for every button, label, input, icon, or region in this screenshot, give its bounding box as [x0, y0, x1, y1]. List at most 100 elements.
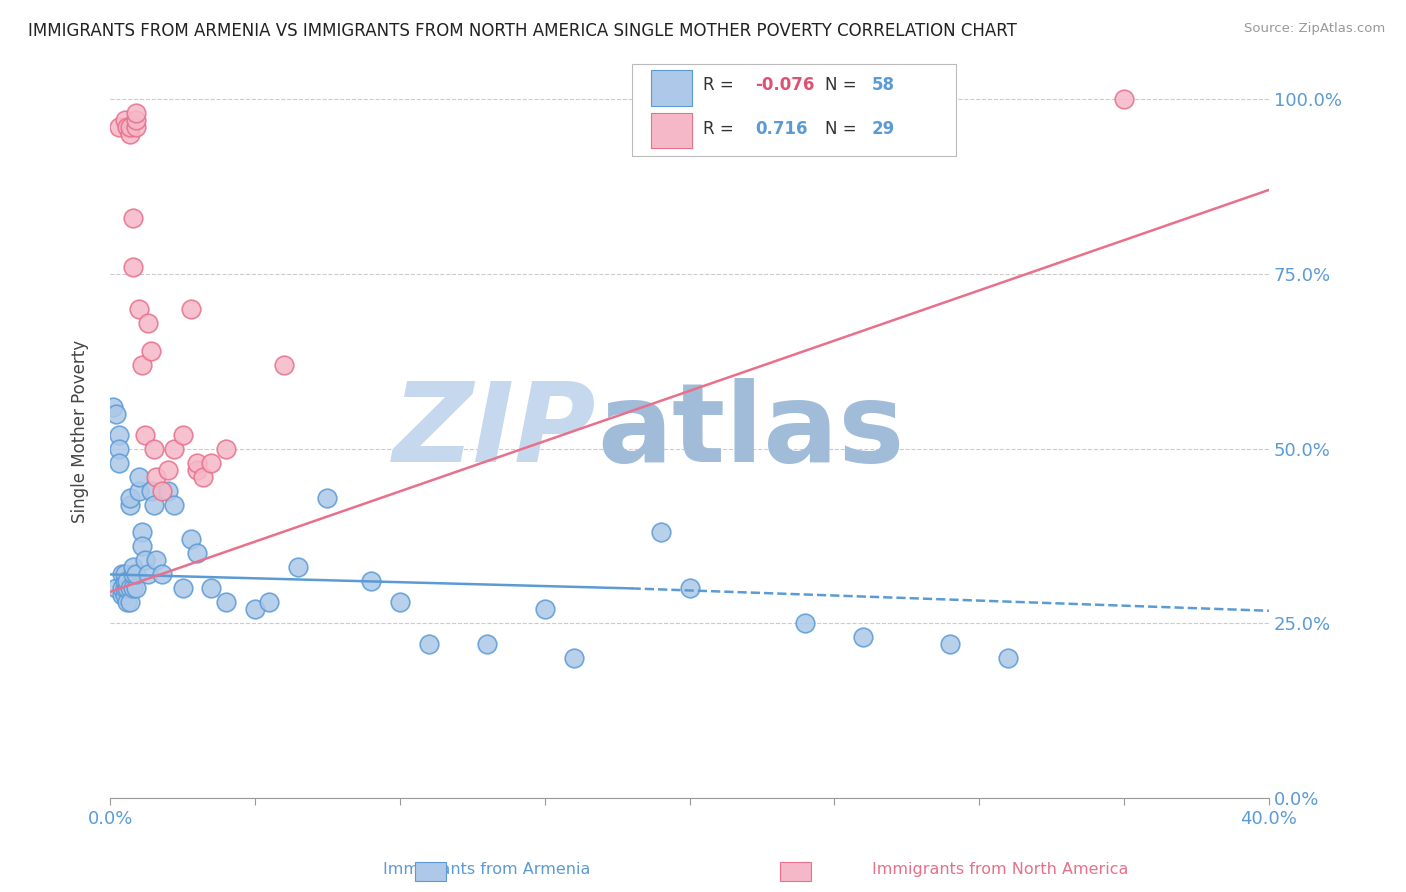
- Point: [180, 301, 202, 316]
- Text: N =: N =: [825, 77, 862, 95]
- Point: [678, 582, 700, 596]
- Point: [122, 560, 145, 574]
- Text: Immigrants from Armenia: Immigrants from Armenia: [384, 863, 591, 877]
- Point: [650, 525, 672, 540]
- Point: [156, 462, 179, 476]
- Point: [150, 567, 173, 582]
- Point: [111, 588, 134, 602]
- FancyBboxPatch shape: [651, 70, 692, 106]
- Point: [200, 456, 222, 470]
- Point: [104, 582, 127, 596]
- FancyBboxPatch shape: [631, 64, 956, 156]
- Point: [111, 567, 134, 582]
- Point: [111, 582, 134, 596]
- Text: R =: R =: [703, 120, 740, 137]
- Point: [128, 469, 150, 483]
- Point: [131, 358, 153, 372]
- Point: [114, 574, 136, 589]
- Point: [191, 469, 214, 483]
- Point: [125, 113, 148, 128]
- Point: [215, 442, 238, 456]
- Point: [273, 358, 295, 372]
- FancyBboxPatch shape: [651, 112, 692, 148]
- Text: R =: R =: [703, 77, 740, 95]
- Point: [125, 106, 148, 120]
- Point: [145, 469, 167, 483]
- Point: [259, 595, 281, 609]
- Point: [156, 483, 179, 498]
- Point: [125, 120, 148, 134]
- Point: [163, 498, 186, 512]
- Point: [316, 491, 339, 505]
- Point: [136, 316, 159, 330]
- Text: -0.076: -0.076: [755, 77, 815, 95]
- Point: [107, 427, 129, 442]
- Point: [120, 491, 142, 505]
- Point: [125, 582, 148, 596]
- Text: atlas: atlas: [596, 377, 904, 484]
- Point: [939, 637, 962, 651]
- Point: [852, 631, 875, 645]
- Point: [1112, 92, 1135, 106]
- Point: [128, 301, 150, 316]
- Point: [114, 582, 136, 596]
- Point: [215, 595, 238, 609]
- Point: [107, 456, 129, 470]
- Point: [114, 588, 136, 602]
- Point: [139, 483, 162, 498]
- Point: [562, 651, 585, 665]
- Point: [180, 533, 202, 547]
- Point: [243, 602, 266, 616]
- Point: [128, 483, 150, 498]
- Text: Immigrants from North America: Immigrants from North America: [872, 863, 1128, 877]
- Point: [104, 407, 127, 421]
- Point: [120, 595, 142, 609]
- Point: [117, 574, 139, 589]
- Text: N =: N =: [825, 120, 862, 137]
- Point: [134, 427, 156, 442]
- Point: [125, 567, 148, 582]
- Point: [186, 456, 208, 470]
- Point: [388, 595, 411, 609]
- Point: [200, 582, 222, 596]
- Point: [136, 567, 159, 582]
- Point: [139, 343, 162, 358]
- Point: [122, 260, 145, 274]
- Point: [114, 567, 136, 582]
- Point: [131, 525, 153, 540]
- Text: Source: ZipAtlas.com: Source: ZipAtlas.com: [1244, 22, 1385, 36]
- Text: 58: 58: [872, 77, 894, 95]
- Point: [101, 400, 124, 414]
- Point: [122, 211, 145, 225]
- Text: ZIP: ZIP: [394, 377, 596, 484]
- Text: 0.716: 0.716: [755, 120, 808, 137]
- Point: [186, 462, 208, 476]
- Point: [117, 595, 139, 609]
- Point: [794, 616, 817, 631]
- Text: 29: 29: [872, 120, 894, 137]
- Point: [117, 582, 139, 596]
- Point: [142, 442, 165, 456]
- Point: [186, 546, 208, 560]
- Point: [163, 442, 186, 456]
- Point: [131, 540, 153, 554]
- Point: [107, 442, 129, 456]
- Point: [418, 637, 440, 651]
- Point: [120, 120, 142, 134]
- Point: [172, 427, 194, 442]
- Point: [360, 574, 382, 589]
- Point: [114, 113, 136, 128]
- Point: [107, 120, 129, 134]
- Point: [997, 651, 1019, 665]
- Point: [122, 567, 145, 582]
- Point: [475, 637, 498, 651]
- Point: [142, 498, 165, 512]
- Point: [150, 483, 173, 498]
- Point: [172, 582, 194, 596]
- Point: [120, 127, 142, 141]
- Text: IMMIGRANTS FROM ARMENIA VS IMMIGRANTS FROM NORTH AMERICA SINGLE MOTHER POVERTY C: IMMIGRANTS FROM ARMENIA VS IMMIGRANTS FR…: [28, 22, 1017, 40]
- Point: [120, 498, 142, 512]
- Point: [134, 553, 156, 567]
- Point: [145, 553, 167, 567]
- Y-axis label: Single Mother Poverty: Single Mother Poverty: [72, 340, 89, 523]
